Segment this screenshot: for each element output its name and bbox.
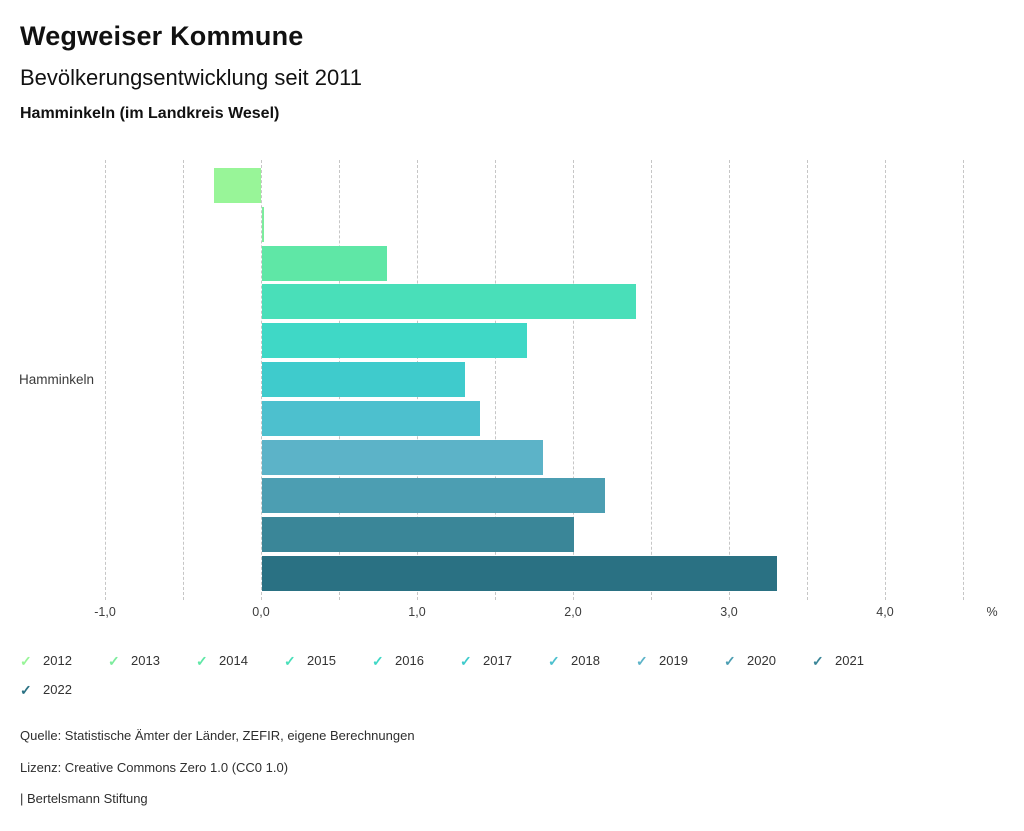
legend-item-2013[interactable]: ✓ 2013 bbox=[108, 653, 196, 668]
bar-2022[interactable] bbox=[262, 556, 777, 591]
legend-item-label: 2014 bbox=[219, 653, 248, 668]
check-icon: ✓ bbox=[20, 681, 32, 698]
legend-item-2012[interactable]: ✓ 2012 bbox=[20, 653, 108, 668]
legend-item-2021[interactable]: ✓ 2021 bbox=[812, 653, 900, 668]
source-note: Quelle: Statistische Ämter der Länder, Z… bbox=[20, 728, 415, 743]
legend-item-label: 2013 bbox=[131, 653, 160, 668]
license-note: Lizenz: Creative Commons Zero 1.0 (CC0 1… bbox=[20, 760, 289, 775]
bar-2018[interactable] bbox=[262, 400, 481, 436]
check-icon: ✓ bbox=[460, 652, 472, 669]
legend-item-2022[interactable]: ✓ 2022 bbox=[20, 682, 108, 697]
check-icon: ✓ bbox=[20, 652, 32, 669]
gridline bbox=[572, 160, 574, 600]
check-icon: ✓ bbox=[636, 652, 648, 669]
gridline bbox=[806, 160, 808, 600]
x-tick-label: 3,0 bbox=[720, 605, 738, 619]
bar-2014[interactable] bbox=[262, 245, 387, 281]
legend-item-label: 2019 bbox=[659, 653, 688, 668]
gridline bbox=[728, 160, 730, 600]
check-icon: ✓ bbox=[372, 652, 384, 669]
legend-item-2014[interactable]: ✓ 2014 bbox=[196, 653, 284, 668]
x-tick-label: 0,0 bbox=[252, 605, 270, 619]
legend: ✓ 2012 ✓ 2013 ✓ 2014 ✓ 2015 ✓ 2016 ✓ 2017 ✓ 2018 ✓ 2019… bbox=[20, 653, 925, 697]
bar-2017[interactable] bbox=[262, 362, 465, 397]
bar-2013[interactable] bbox=[262, 206, 264, 242]
legend-item-label: 2015 bbox=[307, 653, 336, 668]
x-tick-label: -1,0 bbox=[94, 605, 116, 619]
x-tick-label: 1,0 bbox=[408, 605, 426, 619]
gridline bbox=[260, 160, 262, 600]
gridline bbox=[104, 160, 106, 600]
region-subtitle: Hamminkeln (im Landkreis Wesel) bbox=[20, 105, 280, 122]
legend-item-label: 2016 bbox=[395, 653, 424, 668]
legend-item-label: 2021 bbox=[835, 653, 864, 668]
legend-item-label: 2022 bbox=[43, 682, 72, 697]
bar-2012[interactable] bbox=[214, 168, 261, 203]
bar-2019[interactable] bbox=[262, 439, 543, 475]
check-icon: ✓ bbox=[284, 652, 296, 669]
legend-item-label: 2018 bbox=[571, 653, 600, 668]
legend-item-label: 2017 bbox=[483, 653, 512, 668]
legend-item-label: 2020 bbox=[747, 653, 776, 668]
gridline bbox=[884, 160, 886, 600]
check-icon: ✓ bbox=[812, 652, 824, 669]
legend-item-2019[interactable]: ✓ 2019 bbox=[636, 653, 724, 668]
bar-chart: Hamminkeln -1,0 0,0 1,0 2,0 3,0 4,0% bbox=[19, 160, 998, 619]
legend-item-2018[interactable]: ✓ 2018 bbox=[548, 653, 636, 668]
check-icon: ✓ bbox=[724, 652, 736, 669]
bar-2021[interactable] bbox=[262, 517, 574, 553]
check-icon: ✓ bbox=[548, 652, 560, 669]
bar-2020[interactable] bbox=[262, 478, 606, 514]
x-tick-label: 2,0 bbox=[564, 605, 582, 619]
chart-title: Bevölkerungsentwicklung seit 2011 bbox=[20, 65, 363, 90]
x-tick-label: 4,0 bbox=[876, 605, 894, 619]
gridline bbox=[650, 160, 652, 600]
page-title: Wegweiser Kommune bbox=[20, 21, 304, 51]
legend-item-2017[interactable]: ✓ 2017 bbox=[460, 653, 548, 668]
legend-item-2015[interactable]: ✓ 2015 bbox=[284, 653, 372, 668]
attribution-note: | Bertelsmann Stiftung bbox=[20, 791, 148, 806]
check-icon: ✓ bbox=[108, 652, 120, 669]
gridline bbox=[962, 160, 964, 600]
legend-item-2016[interactable]: ✓ 2016 bbox=[372, 653, 460, 668]
check-icon: ✓ bbox=[196, 652, 208, 669]
bar-2016[interactable] bbox=[262, 323, 528, 359]
legend-item-2020[interactable]: ✓ 2020 bbox=[724, 653, 812, 668]
gridline bbox=[494, 160, 496, 600]
x-axis-unit-label: % bbox=[986, 605, 998, 619]
bar-2015[interactable] bbox=[262, 284, 637, 320]
gridline bbox=[182, 160, 184, 600]
legend-item-label: 2012 bbox=[43, 653, 72, 668]
y-axis-group-label: Hamminkeln bbox=[19, 372, 95, 387]
